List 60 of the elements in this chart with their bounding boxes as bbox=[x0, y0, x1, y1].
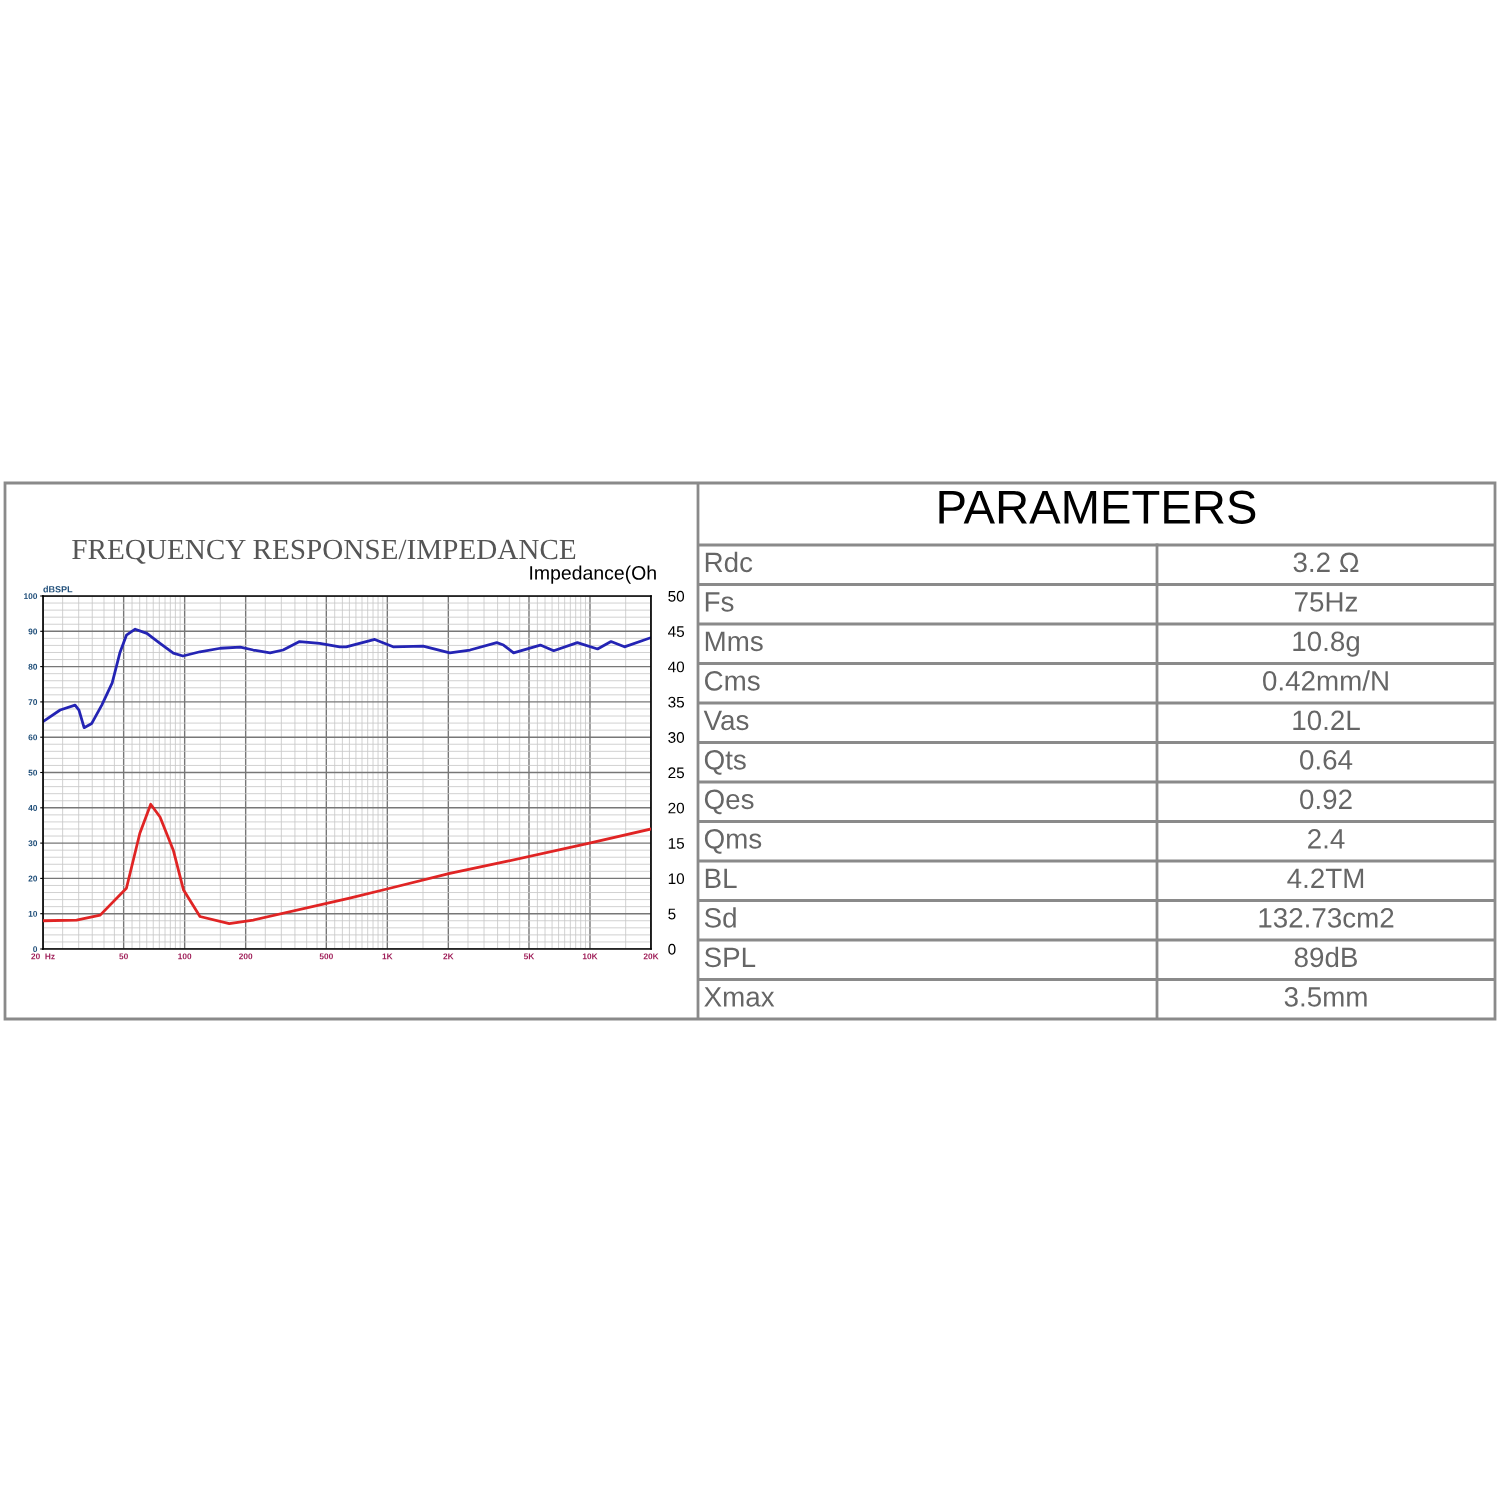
y2-axis-title: Impedance(Oh bbox=[530, 565, 656, 584]
y2-tick-label: 0 bbox=[668, 943, 676, 955]
x-tick-label: 10K bbox=[582, 953, 598, 960]
category-label: Sd bbox=[704, 907, 736, 928]
y2-tick-label: 20 bbox=[668, 802, 685, 814]
category-label: Fs bbox=[705, 592, 734, 612]
y-tick-label: 70 bbox=[28, 699, 38, 705]
x-tick-label: 20K bbox=[643, 953, 659, 960]
category-label: Vas bbox=[703, 710, 749, 731]
y2-tick-label: 45 bbox=[668, 626, 685, 637]
text: 132.73cm2 bbox=[1259, 908, 1394, 928]
text: 10.8g bbox=[1293, 631, 1359, 657]
category-label: Qms bbox=[704, 829, 762, 854]
text: 0.64 bbox=[1300, 750, 1353, 770]
y-axis-title: dBSPL bbox=[43, 585, 73, 593]
chart-title: FREQUENCY RESPONSE/IMPEDANCE bbox=[72, 539, 576, 564]
y-tick-label: 50 bbox=[28, 769, 38, 776]
text: 0.42mm/N bbox=[1263, 670, 1388, 691]
x-tick-label: 5K bbox=[523, 953, 535, 960]
y-tick-label: 40 bbox=[28, 805, 38, 811]
y-tick-label: 80 bbox=[28, 663, 38, 670]
text: 2.4 bbox=[1308, 829, 1345, 849]
text: 3.2 Ω bbox=[1293, 552, 1359, 573]
x-tick-label: 200 bbox=[239, 953, 253, 960]
text: 75Hz bbox=[1295, 592, 1358, 612]
y-tick-label: 90 bbox=[28, 628, 38, 635]
x-tick-label: 1K bbox=[382, 953, 393, 960]
category-label: Rdc bbox=[705, 551, 753, 573]
text: 10.2L bbox=[1293, 710, 1360, 731]
x-tick-label: 20 Hz bbox=[31, 953, 55, 960]
y2-tick-label: 50 bbox=[668, 590, 685, 602]
text: 3.5mm bbox=[1284, 987, 1367, 1007]
category-label: SPL bbox=[704, 947, 756, 968]
x-tick-label: 500 bbox=[319, 953, 333, 960]
text: 89dB bbox=[1294, 946, 1357, 968]
text: 4.2TM bbox=[1287, 868, 1364, 888]
y2-tick-label: 10 bbox=[668, 873, 685, 885]
category-label: Xmax bbox=[704, 987, 775, 1007]
category-label: BL bbox=[705, 868, 737, 888]
y2-tick-label: 25 bbox=[668, 767, 685, 779]
category-label: Cms bbox=[704, 671, 760, 691]
x-tick-label: 2K bbox=[443, 953, 454, 960]
category-label: Qts bbox=[704, 750, 746, 775]
category-label: Qes bbox=[704, 789, 754, 815]
text: PARAMETERS bbox=[939, 490, 1256, 524]
y2-tick-label: 40 bbox=[668, 661, 685, 673]
y-tick-label: 100 bbox=[24, 593, 38, 600]
y2-tick-label: 15 bbox=[668, 838, 685, 849]
y-tick-label: 20 bbox=[28, 875, 38, 882]
y-tick-label: 30 bbox=[28, 840, 38, 847]
y2-tick-label: 30 bbox=[668, 732, 685, 743]
text: 0.92 bbox=[1300, 789, 1352, 810]
x-tick-label: 50 bbox=[119, 953, 128, 960]
y2-tick-label: 35 bbox=[668, 696, 685, 708]
y-tick-label: 10 bbox=[28, 910, 38, 917]
y-tick-label: 60 bbox=[28, 734, 38, 741]
category-label: Mms bbox=[705, 631, 763, 652]
y-tick-label: 0 bbox=[33, 946, 38, 953]
y2-tick-label: 5 bbox=[668, 908, 676, 920]
x-tick-label: 100 bbox=[178, 953, 192, 960]
